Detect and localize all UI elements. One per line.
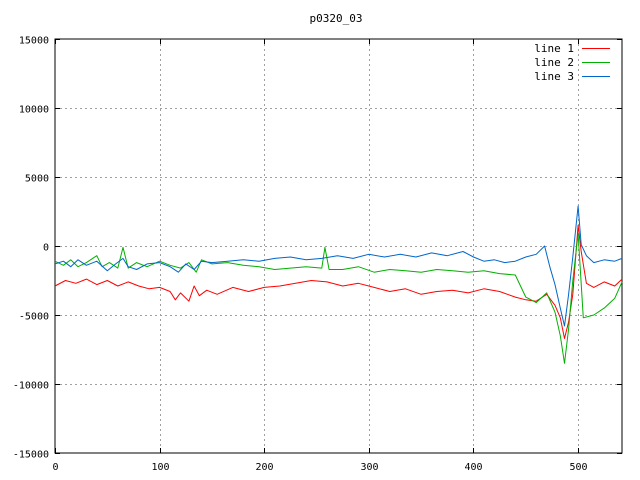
chart-title: p0320_03	[310, 12, 363, 25]
series-line-1	[54, 224, 623, 339]
y-tick-label: -10000	[13, 381, 49, 392]
x-tick-label: 400	[464, 462, 482, 473]
x-tick-label: 300	[360, 462, 378, 473]
y-ticks: -15000 -10000 -5000 0 5000 10000 15000	[13, 36, 622, 461]
series-line-2	[54, 233, 623, 364]
x-tick-label: 0	[52, 462, 58, 473]
y-tick-label: 5000	[25, 174, 49, 185]
x-ticks: 0 100 200 300 400 500	[52, 39, 588, 473]
y-tick-label: -5000	[19, 312, 49, 323]
x-tick-label: 500	[569, 462, 587, 473]
x-tick-label: 100	[151, 462, 169, 473]
y-tick-label: -15000	[13, 450, 49, 461]
series-lines	[54, 205, 623, 364]
legend-label: line 2	[534, 56, 574, 69]
series-line-3	[54, 205, 623, 327]
legend-label: line 3	[534, 70, 574, 83]
x-tick-label: 200	[255, 462, 273, 473]
y-tick-label: 10000	[19, 105, 49, 116]
y-tick-label: 15000	[19, 36, 49, 47]
legend-label: line 1	[534, 42, 574, 55]
grid	[55, 39, 622, 453]
y-tick-label: 0	[43, 243, 49, 254]
